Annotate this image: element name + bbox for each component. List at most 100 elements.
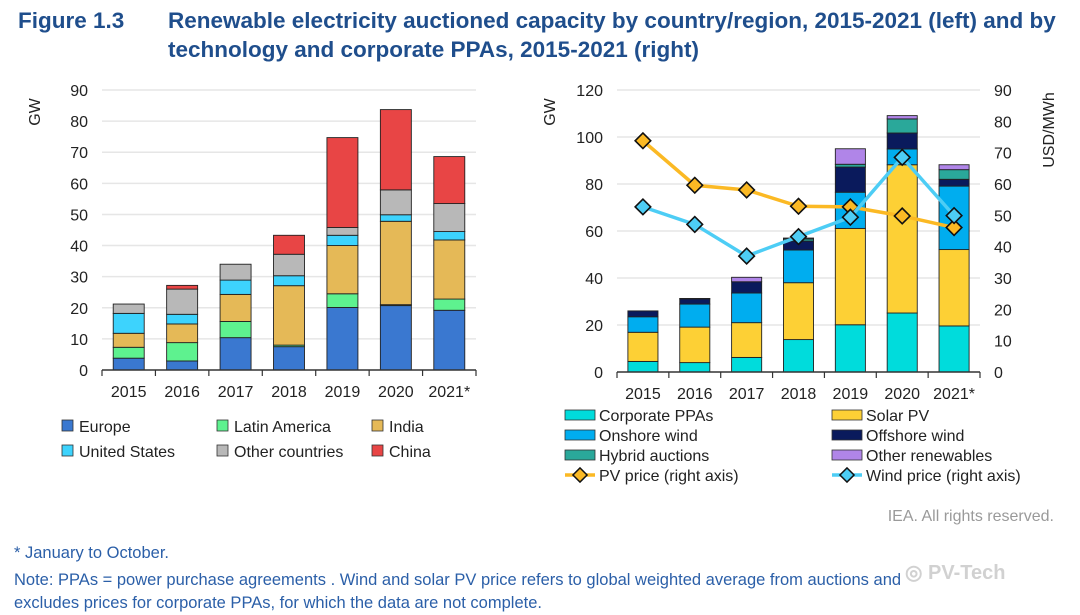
bar-segment-onshore-wind (627, 316, 659, 333)
bar-segment-europe (433, 309, 466, 371)
y-tick-label: 40 (585, 271, 603, 288)
bar-segment-latin-america (112, 346, 145, 359)
legend-label: Corporate PPAs (599, 408, 713, 425)
price-marker (789, 227, 808, 246)
bar-segment-united-states (433, 231, 466, 241)
bar-segment-other-renewables (731, 276, 763, 283)
y-tick-label: 20 (585, 318, 603, 335)
x-tick-label: 2020 (378, 384, 414, 401)
y2-tick-label: 40 (994, 240, 1012, 257)
legend-label: Latin America (234, 419, 331, 436)
bar-segment-solar-pv (886, 164, 918, 314)
bar-segment-corporate-ppas (627, 360, 659, 373)
y2-tick-label: 50 (994, 208, 1012, 225)
bar-segment-united-states (379, 214, 412, 222)
y-tick-label: 60 (585, 224, 603, 241)
legend-label: Solar PV (866, 408, 929, 425)
note-line-2: excludes prices for corporate PPAs, for … (14, 594, 542, 612)
y-tick-label: 80 (585, 177, 603, 194)
legend-swatch (371, 444, 384, 457)
bar-segment-china (379, 109, 412, 191)
bar-segment-india (433, 239, 466, 300)
bar-segment-europe (219, 337, 252, 371)
y2-tick-label: 60 (994, 177, 1012, 194)
y-tick-label: 0 (594, 365, 603, 382)
bar-segment-europe (379, 305, 412, 371)
bar-segment-other-countries (112, 303, 145, 314)
price-marker (685, 215, 704, 234)
bar-segment-india (326, 245, 359, 295)
legend-marker (571, 466, 589, 484)
bar-segment-united-states (112, 312, 145, 334)
bar-segment-hybrid-auctions (938, 169, 970, 180)
x-tick-label: 2016 (164, 384, 200, 401)
bar-segment-corporate-ppas (938, 325, 970, 373)
bar-segment-offshore-wind (834, 166, 866, 193)
y-tick-label: 90 (70, 83, 88, 100)
bar-segment-offshore-wind (731, 281, 763, 294)
legend-swatch (831, 409, 863, 421)
bar-segment-india (219, 293, 252, 322)
y2-tick-label: 70 (994, 146, 1012, 163)
bar-segment-other-countries (433, 203, 466, 233)
legend-label: United States (79, 444, 175, 461)
y-tick-label: 20 (70, 301, 88, 318)
y-tick-label: 60 (70, 176, 88, 193)
legend-label: India (389, 419, 424, 436)
bar-segment-solar-pv (627, 331, 659, 362)
legend-label: Wind price (right axis) (866, 468, 1021, 485)
x-tick-label: 2017 (729, 386, 765, 403)
bar-segment-europe (326, 307, 359, 371)
bar-segment-latin-america (219, 321, 252, 339)
bar-segment-solar-pv (834, 227, 866, 326)
bar-segment-china (433, 156, 466, 205)
bar-segment-corporate-ppas (679, 362, 711, 373)
price-marker (634, 197, 652, 216)
y-axis-label: GW (27, 97, 44, 125)
bar-segment-china (273, 234, 305, 255)
y-tick-label: 100 (576, 130, 603, 147)
bar-segment-india (112, 332, 145, 348)
price-marker (945, 218, 963, 237)
y2-tick-label: 80 (994, 114, 1012, 131)
footnote: * January to October. (14, 544, 170, 562)
y2-axis-label: USD/MWh (1041, 92, 1058, 168)
x-tick-label: 2018 (781, 386, 817, 403)
legend-swatch (61, 444, 74, 457)
price-marker (634, 131, 652, 150)
bar-segment-offshore-wind (886, 132, 918, 150)
y-tick-label: 80 (70, 114, 88, 131)
bar-segment-latin-america (166, 342, 199, 362)
y-tick-label: 30 (70, 270, 88, 287)
legend-swatch (216, 444, 229, 457)
y-tick-label: 50 (70, 207, 88, 224)
bar-segment-united-states (166, 313, 199, 325)
bar-segment-solar-pv (938, 249, 970, 327)
bar-segment-india (166, 323, 199, 344)
bar-segment-corporate-ppas (886, 312, 918, 373)
bar-segment-solar-pv (679, 326, 711, 364)
y-tick-label: 120 (576, 83, 603, 100)
x-tick-label: 2018 (271, 384, 307, 401)
bar-segment-corporate-ppas (731, 356, 763, 373)
y-axis-label: GW (542, 97, 559, 125)
x-tick-label: 2019 (833, 386, 869, 403)
legend-swatch (371, 419, 384, 432)
y-tick-label: 0 (79, 363, 88, 380)
legend-swatch (61, 419, 74, 432)
bar-segment-offshore-wind (627, 310, 659, 318)
legend-swatch (564, 429, 596, 441)
bar-segment-united-states (219, 279, 252, 295)
legend-label: Hybrid auctions (599, 448, 709, 465)
price-marker (789, 197, 808, 216)
y2-tick-label: 90 (994, 83, 1012, 100)
bar-segment-latin-america (433, 298, 466, 311)
legend-swatch (831, 449, 863, 461)
price-marker (841, 208, 860, 227)
x-tick-label: 2016 (677, 386, 713, 403)
bar-segment-other-countries (379, 189, 412, 216)
legend-label: Other countries (234, 444, 343, 461)
figure-number: Figure 1.3 (18, 8, 125, 33)
bar-segment-india (379, 220, 412, 306)
price-marker (737, 247, 756, 265)
